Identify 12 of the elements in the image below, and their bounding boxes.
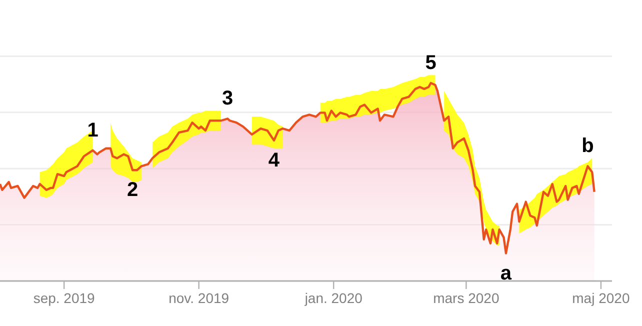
- annotation: 5: [425, 52, 436, 74]
- annotation: 2: [127, 179, 138, 202]
- annotation: 1: [87, 119, 98, 142]
- annotation: b: [582, 135, 594, 158]
- x-tick-label: nov. 2019: [168, 290, 230, 306]
- x-tick-label: sep. 2019: [33, 290, 96, 306]
- annotation: a: [500, 262, 512, 284]
- x-tick-label: mars 2020: [433, 290, 500, 306]
- annotation: 4: [268, 149, 280, 172]
- annotation: 3: [222, 88, 234, 110]
- x-tick-label: maj 2020: [572, 290, 630, 306]
- x-tick-label: jan. 2020: [304, 290, 363, 306]
